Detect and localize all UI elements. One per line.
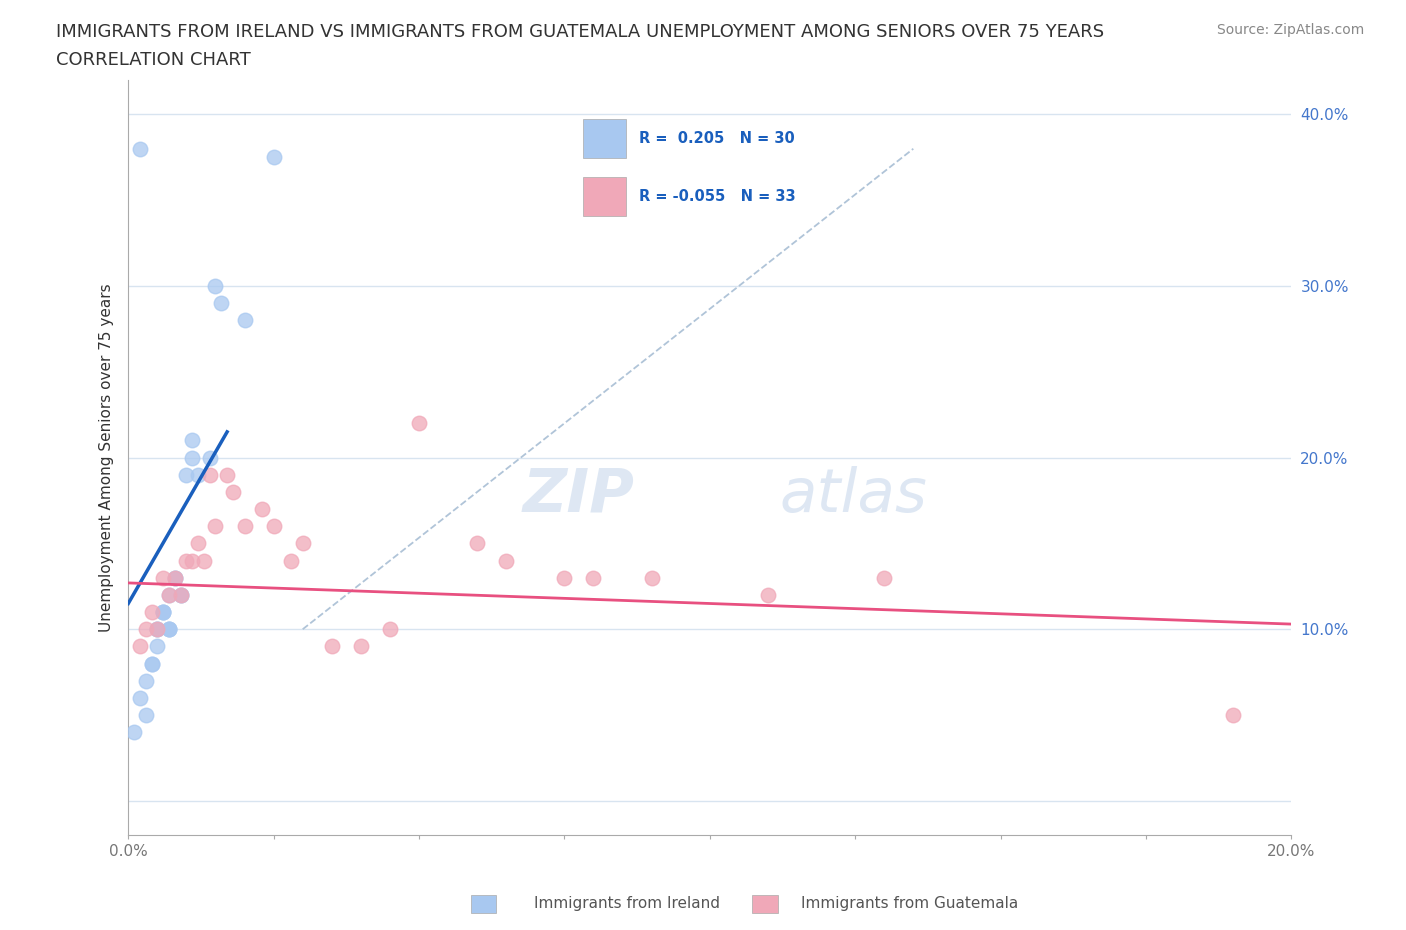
Point bbox=[135, 708, 157, 723]
Point bbox=[198, 468, 221, 483]
Point bbox=[157, 622, 180, 637]
Point bbox=[157, 588, 180, 603]
Point bbox=[152, 604, 174, 619]
Point bbox=[152, 604, 174, 619]
Y-axis label: Unemployment Among Seniors over 75 years: Unemployment Among Seniors over 75 years bbox=[100, 284, 114, 632]
Point bbox=[187, 468, 209, 483]
Text: Immigrants from Ireland: Immigrants from Ireland bbox=[534, 897, 720, 911]
Point bbox=[128, 690, 150, 705]
Point bbox=[181, 450, 204, 465]
Point bbox=[157, 622, 180, 637]
Point bbox=[233, 312, 256, 327]
Point bbox=[263, 519, 285, 534]
Point bbox=[181, 433, 204, 448]
Point bbox=[146, 622, 169, 637]
Point bbox=[250, 501, 273, 516]
Text: atlas: atlas bbox=[779, 466, 928, 525]
Point bbox=[204, 519, 226, 534]
Point bbox=[1222, 708, 1244, 723]
Point bbox=[640, 570, 662, 585]
Point bbox=[169, 588, 191, 603]
Point bbox=[141, 604, 163, 619]
Point bbox=[873, 570, 896, 585]
Point bbox=[181, 553, 204, 568]
Point bbox=[146, 622, 169, 637]
Point bbox=[152, 604, 174, 619]
Point bbox=[146, 639, 169, 654]
Point bbox=[122, 724, 145, 739]
Text: Immigrants from Guatemala: Immigrants from Guatemala bbox=[801, 897, 1019, 911]
Point bbox=[163, 570, 186, 585]
Point bbox=[553, 570, 575, 585]
Text: Source: ZipAtlas.com: Source: ZipAtlas.com bbox=[1216, 23, 1364, 37]
Point bbox=[209, 296, 232, 311]
Point bbox=[141, 657, 163, 671]
Point bbox=[465, 536, 488, 551]
Text: CORRELATION CHART: CORRELATION CHART bbox=[56, 51, 252, 69]
Point bbox=[321, 639, 343, 654]
Point bbox=[128, 639, 150, 654]
Point bbox=[756, 588, 779, 603]
Point bbox=[135, 673, 157, 688]
Point bbox=[176, 553, 198, 568]
Point bbox=[141, 657, 163, 671]
Point bbox=[198, 450, 221, 465]
Point bbox=[152, 570, 174, 585]
Point bbox=[222, 485, 245, 499]
Point bbox=[157, 622, 180, 637]
Point bbox=[582, 570, 605, 585]
Point bbox=[378, 622, 401, 637]
Point bbox=[233, 519, 256, 534]
Point bbox=[204, 279, 226, 294]
Point bbox=[495, 553, 517, 568]
Point bbox=[350, 639, 373, 654]
Point bbox=[169, 588, 191, 603]
Point bbox=[169, 588, 191, 603]
Point bbox=[280, 553, 302, 568]
Point bbox=[217, 468, 239, 483]
Point bbox=[135, 622, 157, 637]
Point bbox=[176, 468, 198, 483]
Point bbox=[193, 553, 215, 568]
Point bbox=[163, 570, 186, 585]
Point bbox=[163, 570, 186, 585]
Point bbox=[157, 588, 180, 603]
Text: IMMIGRANTS FROM IRELAND VS IMMIGRANTS FROM GUATEMALA UNEMPLOYMENT AMONG SENIORS : IMMIGRANTS FROM IRELAND VS IMMIGRANTS FR… bbox=[56, 23, 1104, 41]
Point bbox=[408, 416, 430, 431]
Point bbox=[291, 536, 314, 551]
Point bbox=[128, 141, 150, 156]
Point bbox=[146, 622, 169, 637]
Text: ZIP: ZIP bbox=[522, 466, 634, 525]
Point bbox=[187, 536, 209, 551]
Point bbox=[263, 150, 285, 165]
